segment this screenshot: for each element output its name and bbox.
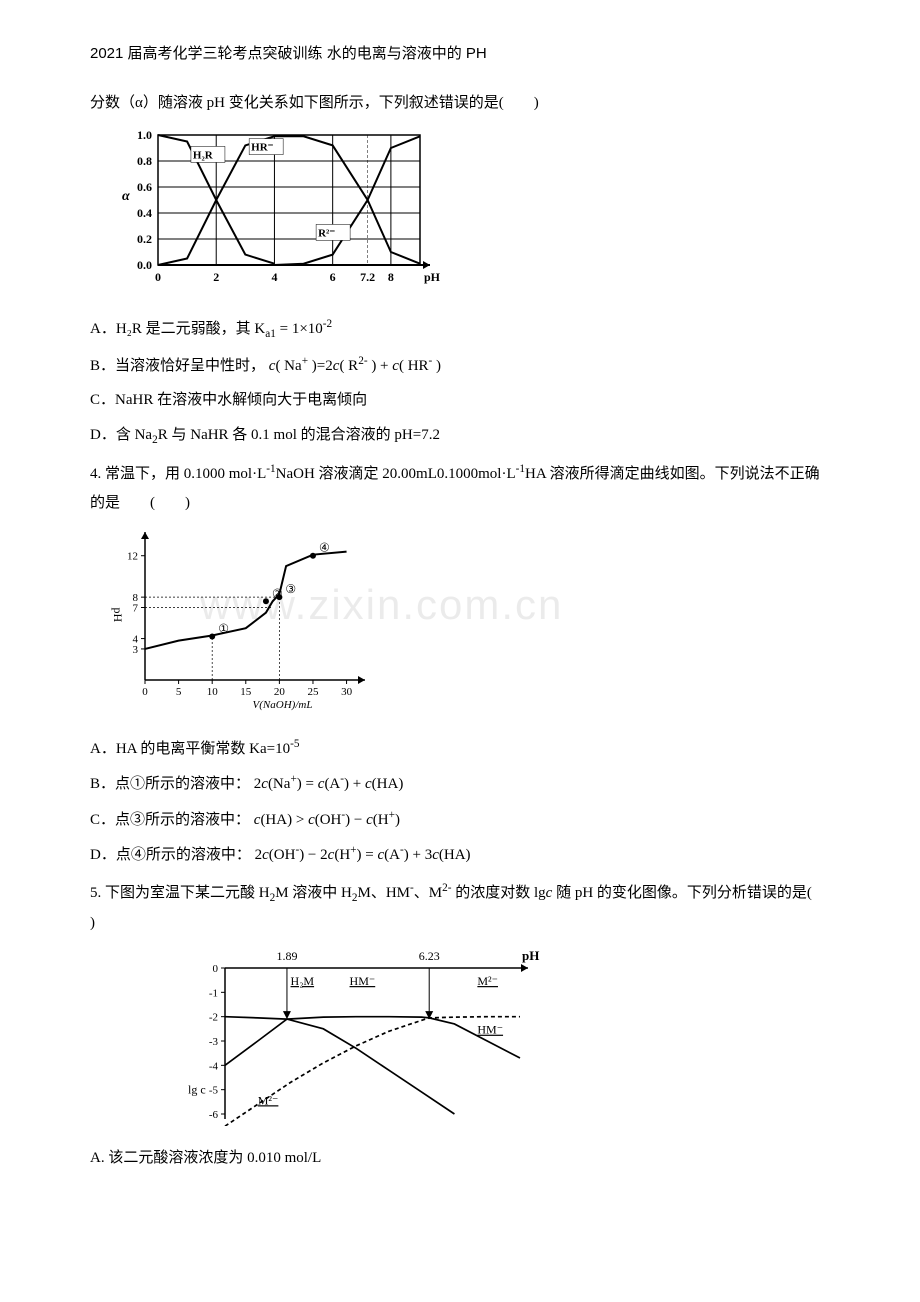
svg-text:0.4: 0.4: [137, 206, 152, 220]
svg-text:15: 15: [240, 686, 252, 698]
svg-text:0.8: 0.8: [137, 154, 152, 168]
svg-text:-3: -3: [209, 1036, 219, 1048]
q3-optD-mid: Na2R: [135, 427, 168, 443]
svg-text:H₂M: H₂M: [291, 974, 315, 988]
svg-text:V(NaOH)/mL: V(NaOH)/mL: [253, 699, 313, 711]
q3-optB-pre: B．当溶液恰好呈中性时，: [90, 358, 265, 374]
svg-text:2: 2: [213, 270, 219, 284]
q3-optD-pre: D．含: [90, 427, 131, 443]
svg-text:③: ③: [285, 582, 296, 596]
svg-text:pH: pH: [424, 270, 440, 284]
svg-text:-1: -1: [209, 987, 218, 999]
svg-text:0: 0: [213, 963, 219, 975]
q5-option-a: A. 该二元酸溶液浓度为 0.010 mol/L: [90, 1144, 830, 1173]
svg-text:R²⁻: R²⁻: [318, 227, 335, 239]
page-header: 2021 届高考化学三轮考点突破训练 水的电离与溶液中的 PH: [90, 40, 830, 69]
svg-text:7: 7: [133, 603, 139, 615]
svg-text:0: 0: [142, 686, 148, 698]
svg-text:30: 30: [341, 686, 353, 698]
q3-option-b: B．当溶液恰好呈中性时， c( Na+ )=2c( R2- ) + c( HR-…: [90, 351, 830, 381]
svg-text:①: ①: [218, 622, 229, 636]
q3-option-d: D．含 Na2R 与 NaHR 各 0.1 mol 的混合溶液的 pH=7.2: [90, 421, 830, 451]
svg-text:M²⁻: M²⁻: [258, 1093, 279, 1107]
svg-text:pH: pH: [111, 608, 125, 623]
q3-optD-post: 与 NaHR 各 0.1 mol 的混合溶液的 pH=7.2: [171, 427, 439, 443]
svg-text:-2: -2: [209, 1011, 218, 1023]
q3-optA-eq: Ka1 = 1×10-2: [254, 321, 332, 337]
svg-text:pH: pH: [522, 948, 539, 963]
q3-option-a: A．H₂R 是二元弱酸，其 Ka1 = 1×10-2: [90, 314, 830, 345]
svg-text:6.23: 6.23: [419, 949, 440, 963]
svg-text:0: 0: [155, 270, 161, 284]
svg-text:α: α: [122, 189, 130, 204]
q3-optB-eq: c( Na+ )=2c( R2- ) + c( HR- ): [269, 358, 441, 374]
svg-text:4: 4: [271, 270, 277, 284]
q5-chart: 0 -1 -2 -3 -4 -5 -6 1.89 6.23 pH lg c H₂M HM⁻ HM⁻ M²⁻ M…: [180, 946, 830, 1137]
svg-text:0.0: 0.0: [137, 258, 152, 272]
q4-intro: 4. 常温下，用 0.1000 mol·L-1NaOH 溶液滴定 20.00mL…: [90, 459, 830, 517]
svg-text:HM⁻: HM⁻: [477, 1022, 503, 1036]
q4-option-d: D．点④所示的溶液中： 2c(OH-) − 2c(H+) = c(A-) + 3…: [90, 840, 830, 870]
q4-option-c: C．点③所示的溶液中： c(HA) > c(OH-) − c(H+): [90, 805, 830, 835]
svg-text:-6: -6: [209, 1109, 219, 1121]
svg-text:-4: -4: [209, 1060, 219, 1072]
svg-text:10: 10: [207, 686, 219, 698]
q3-chart: 0.0 0.2 0.4 0.6 0.8 1.0 0 2 4 6 7.2 8 H₂R HR⁻ R²⁻ α pH: [110, 125, 830, 306]
svg-text:6: 6: [330, 270, 336, 284]
svg-text:0.2: 0.2: [137, 232, 152, 246]
q4-option-a: A．HA 的电离平衡常数 Ka=10-5: [90, 734, 830, 764]
svg-text:8: 8: [133, 592, 139, 604]
svg-text:8: 8: [388, 270, 394, 284]
q3-option-c: C．NaHR 在溶液中水解倾向大于电离倾向: [90, 386, 830, 415]
q5-intro: 5. 下图为室温下某二元酸 H2M 溶液中 H2M、HM-、M2- 的浓度对数 …: [90, 878, 830, 938]
svg-text:4: 4: [133, 634, 139, 646]
svg-text:0.6: 0.6: [137, 180, 152, 194]
svg-text:HM⁻: HM⁻: [350, 974, 376, 988]
svg-text:④: ④: [319, 541, 330, 555]
svg-text:25: 25: [307, 686, 319, 698]
svg-text:M²⁻: M²⁻: [477, 974, 498, 988]
svg-text:3: 3: [133, 644, 139, 656]
svg-text:1.0: 1.0: [137, 128, 152, 142]
q3-optA-pre: A．H₂R 是二元弱酸，其: [90, 321, 251, 337]
svg-text:7.2: 7.2: [360, 270, 375, 284]
q3-intro: 分数（α）随溶液 pH 变化关系如下图所示，下列叙述错误的是( ): [90, 89, 830, 118]
svg-text:12: 12: [127, 551, 138, 563]
svg-text:-5: -5: [209, 1084, 219, 1096]
svg-text:20: 20: [274, 686, 286, 698]
svg-text:1.89: 1.89: [276, 949, 297, 963]
svg-text:H₂R: H₂R: [193, 149, 214, 161]
q4-chart: 051015202530347812①②③④pHV(NaOH)/mL www.z…: [110, 525, 830, 726]
svg-text:lg c: lg c: [188, 1082, 206, 1096]
q4-option-b: B．点①所示的溶液中： 2c(Na+) = c(A-) + c(HA): [90, 769, 830, 799]
svg-text:5: 5: [176, 686, 182, 698]
svg-text:HR⁻: HR⁻: [251, 142, 274, 154]
